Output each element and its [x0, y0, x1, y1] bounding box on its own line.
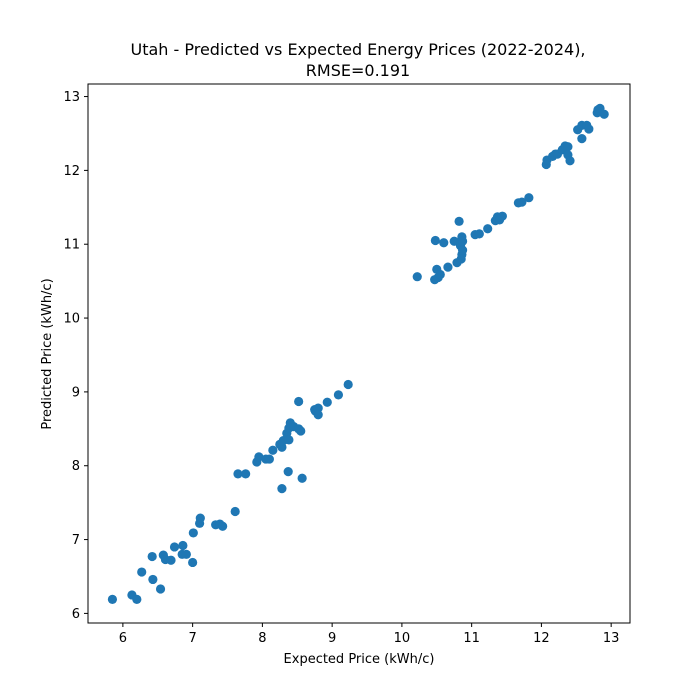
- data-point: [166, 555, 176, 565]
- data-point: [517, 197, 527, 207]
- data-point: [457, 245, 468, 255]
- data-point: [457, 236, 468, 246]
- y-tick-label: 12: [63, 164, 80, 179]
- data-point: [188, 528, 198, 538]
- data-point: [132, 594, 142, 604]
- x-tick-label: 7: [188, 631, 196, 646]
- data-point: [137, 567, 147, 577]
- chart-title-line-2: RMSE=0.191: [306, 61, 410, 80]
- data-point: [195, 513, 205, 523]
- x-tick-label: 8: [258, 631, 266, 646]
- y-tick-label: 8: [72, 459, 80, 474]
- plot-area-frame: [87, 83, 631, 624]
- data-point: [169, 542, 180, 552]
- data-point: [322, 397, 332, 407]
- data-point: [333, 390, 344, 400]
- data-point: [268, 445, 278, 455]
- x-tick-label: 12: [533, 631, 550, 646]
- data-point: [584, 124, 594, 134]
- data-point: [435, 269, 445, 280]
- data-point: [297, 473, 307, 483]
- chart-title-line-1: Utah - Predicted vs Expected Energy Pric…: [130, 40, 585, 59]
- data-point: [254, 452, 264, 462]
- data-point: [439, 238, 449, 248]
- data-point: [412, 272, 422, 282]
- data-point: [241, 469, 251, 479]
- x-tick-label: 13: [603, 631, 620, 646]
- y-tick-label: 7: [72, 533, 80, 548]
- data-point: [483, 224, 493, 234]
- data-point: [577, 134, 587, 144]
- x-tick-label: 9: [328, 631, 336, 646]
- data-point: [148, 574, 158, 585]
- data-point: [599, 109, 609, 119]
- data-point: [343, 379, 353, 390]
- data-point: [155, 584, 166, 594]
- x-tick-label: 10: [394, 631, 411, 646]
- y-tick-label: 9: [72, 385, 80, 400]
- y-tick-label: 10: [63, 312, 80, 327]
- y-tick-label: 6: [72, 607, 80, 622]
- y-axis-label: Predicted Price (kWh/c): [40, 278, 55, 429]
- data-point: [443, 262, 453, 272]
- data-point: [178, 540, 188, 551]
- data-point: [430, 235, 440, 246]
- data-point: [524, 193, 534, 203]
- data-point: [218, 521, 228, 531]
- data-point: [313, 410, 323, 420]
- x-tick-label: 6: [119, 631, 127, 646]
- axis-ticks: 6 7 8 9 10 11 12 13 6 7 8 9 10 11 12 13: [63, 90, 619, 646]
- data-point: [313, 403, 323, 413]
- x-axis-label: Expected Price (kWh/c): [284, 652, 435, 667]
- data-point: [563, 142, 573, 152]
- data-point: [497, 211, 507, 221]
- data-point: [107, 594, 118, 604]
- data-point: [277, 484, 287, 494]
- data-points: [107, 103, 609, 604]
- data-point: [230, 506, 240, 517]
- data-point: [474, 229, 484, 239]
- data-point: [296, 426, 306, 436]
- data-point: [188, 557, 198, 568]
- data-point: [294, 396, 304, 407]
- data-point: [264, 454, 274, 464]
- y-tick-label: 13: [63, 90, 80, 105]
- data-point: [284, 435, 294, 445]
- data-point: [283, 467, 293, 477]
- x-tick-label: 11: [463, 631, 480, 646]
- data-point: [454, 216, 464, 226]
- y-tick-label: 11: [63, 238, 80, 253]
- data-point: [565, 156, 575, 166]
- data-point: [147, 551, 157, 562]
- data-point: [233, 469, 243, 479]
- data-point: [181, 549, 191, 559]
